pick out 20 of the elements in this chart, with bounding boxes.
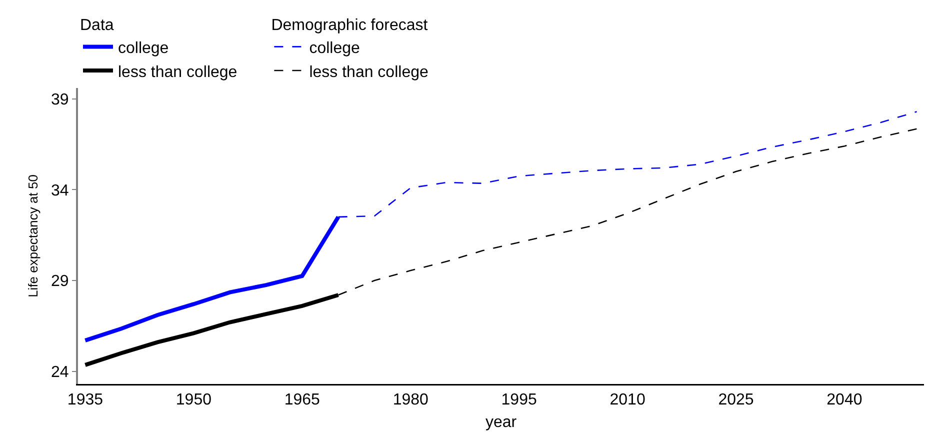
legend-label: college [118,40,169,57]
legend-title: Data [80,16,114,34]
x-tick-label: 2040 [826,392,862,409]
y-tick-label: 34 [51,182,69,200]
x-tick-label: 1950 [176,392,212,409]
x-axis-title: year [485,414,518,432]
y-tick-label: 39 [51,92,69,108]
legend-label: less than college [118,64,238,81]
legend-label: less than college [309,64,428,81]
x-tick-label: 1965 [284,392,320,409]
y-tick-label: 29 [51,273,69,290]
text: Demographic forecast [271,16,428,34]
legend-label: college [309,40,360,57]
x-tick-label: 1935 [67,392,104,409]
x-tick-label: 1995 [501,392,537,409]
x-tick-label: 2010 [610,392,646,409]
y-tick-label: 24 [51,364,69,381]
x-tick-label: 2025 [718,392,754,409]
x-tick-label: 1980 [392,392,429,409]
y-axis-title: Life expectancy at 50 [25,174,40,298]
